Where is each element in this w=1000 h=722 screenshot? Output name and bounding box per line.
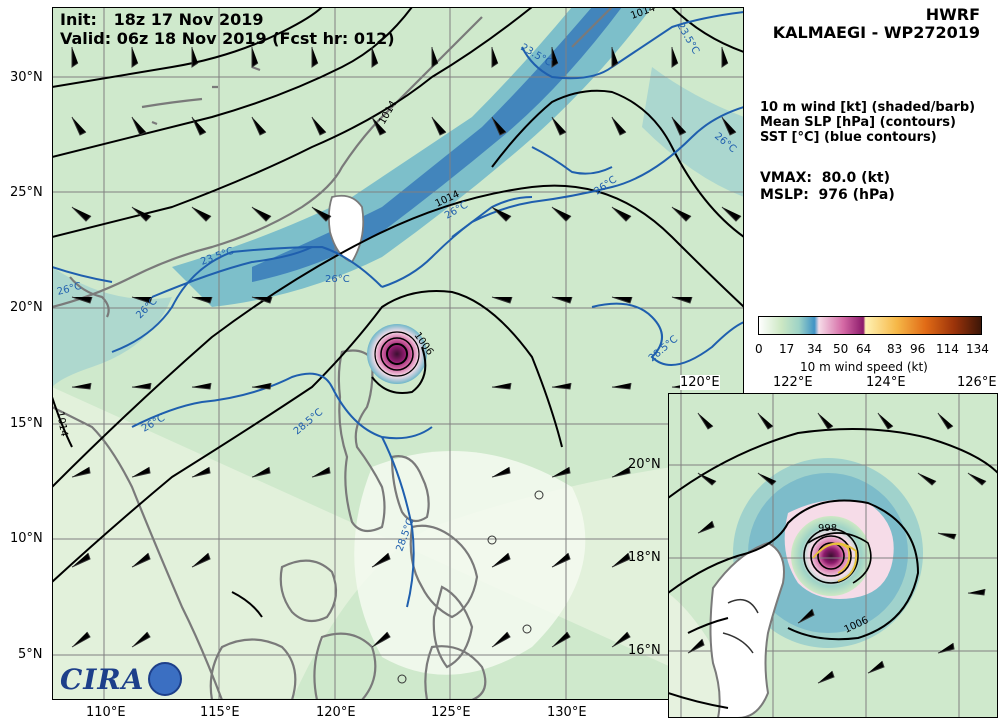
inset-lon-label: 126°E [957, 375, 997, 390]
inset-lon-label: 120°E [680, 375, 720, 390]
storm-name: KALMAEGI - WP272019 [772, 23, 980, 42]
colorbar-tick: 83 [887, 342, 903, 356]
model-name: HWRF [925, 5, 980, 24]
colorbar-label: 10 m wind speed (kt) [800, 360, 928, 374]
lon-label: 115°E [200, 705, 240, 720]
init-line: Init: 18z 17 Nov 2019 [60, 10, 264, 29]
vmax-label: VMAX: [760, 170, 812, 186]
inset-wind-barbs [687, 412, 987, 684]
vmax-value: 80.0 (kt) [821, 170, 890, 186]
mslp-line: MSLP: 976 (hPa) [760, 187, 895, 203]
inset-lon-label: 124°E [866, 375, 906, 390]
mslp-value: 976 (hPa) [818, 187, 895, 203]
lon-label: 130°E [547, 705, 587, 720]
lat-label: 30°N [10, 70, 43, 85]
init-label: Init: [60, 10, 97, 29]
lon-label: 120°E [316, 705, 356, 720]
main-map-canvas: 1014 1014 1014 1014 1006 23.5°C 23.5°C 2… [52, 7, 744, 700]
inset-lat-label: 20°N [628, 457, 661, 472]
colorbar-tick: 17 [779, 342, 795, 356]
colorbar-tick: 0 [755, 342, 763, 356]
sst-label: 26°C [325, 274, 350, 285]
inset-lat-label: 18°N [628, 550, 661, 565]
inset-inner-contours [812, 542, 858, 582]
valid-line: Valid: 06z 18 Nov 2019 (Fcst hr: 012) [60, 29, 395, 48]
coastlines [52, 7, 613, 700]
colorbar-tick: 50 [833, 342, 849, 356]
inset-tc-core [791, 516, 871, 596]
colorbar-tick: 64 [856, 342, 872, 356]
colorbar-tick: 134 [966, 342, 989, 356]
lon-label: 110°E [86, 705, 126, 720]
calm-circles [397, 490, 544, 684]
colorbar [758, 316, 982, 335]
lat-label: 20°N [10, 300, 43, 315]
legend-line: SST [°C] (blue contours) [760, 130, 937, 145]
lat-label: 15°N [10, 416, 43, 431]
inset-lon-label: 122°E [773, 375, 813, 390]
valid-value: 06z 18 Nov 2019 (Fcst hr: 012) [116, 29, 395, 48]
vmax-line: VMAX: 80.0 (kt) [760, 170, 890, 186]
lat-label: 5°N [18, 647, 43, 662]
inset-lat-label: 16°N [628, 643, 661, 658]
lon-label: 125°E [431, 705, 471, 720]
valid-label: Valid: [60, 29, 112, 48]
colorbar-tick: 114 [936, 342, 959, 356]
slp-label: 998 [818, 523, 837, 534]
mslp-label: MSLP: [760, 187, 809, 203]
main-map[interactable]: 1014 1014 1014 1014 1006 23.5°C 23.5°C 2… [52, 7, 744, 700]
cira-logo: CIRA [60, 662, 183, 696]
init-value: 18z 17 Nov 2019 [113, 10, 264, 29]
cira-logo-text: CIRA [60, 662, 145, 696]
tc-wind-core [367, 324, 427, 384]
colorbar-tick: 34 [807, 342, 823, 356]
colorbar-tick: 96 [910, 342, 926, 356]
sst-contours [52, 11, 744, 608]
inset-map-canvas: 1006 998 [668, 393, 998, 718]
inset-slp-contours [668, 428, 998, 709]
globe-icon [148, 662, 183, 696]
inset-map[interactable]: 1006 998 20°N 18°N 16°N [628, 393, 998, 718]
lat-label: 10°N [10, 531, 43, 546]
slp-label: 1014 [54, 411, 69, 438]
legend-line: 10 m wind [kt] (shaded/barb) [760, 100, 976, 115]
luzon [337, 349, 386, 533]
wind-barbs [71, 47, 742, 648]
inset-grid [668, 393, 998, 718]
legend-line: Mean SLP [hPa] (contours) [760, 115, 956, 130]
slp-contours [52, 7, 744, 618]
lat-label: 25°N [10, 185, 43, 200]
